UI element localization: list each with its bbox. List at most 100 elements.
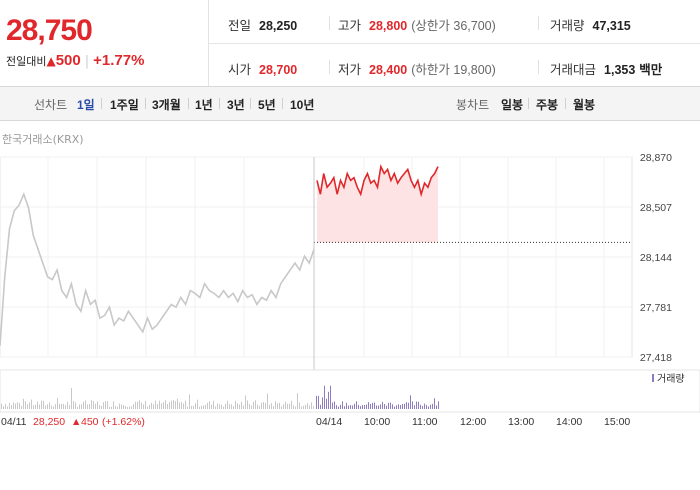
volume-bar [217,403,218,409]
volume-bar [420,404,421,409]
volume-bar [328,391,329,409]
volume-bar [354,403,355,409]
volume-bar [344,406,345,409]
volume-bar [167,404,168,409]
volume-bar [412,401,413,409]
volume-bar [121,404,122,409]
divider [208,43,700,44]
volume-bar [3,406,4,409]
volume-bar [115,405,116,409]
volume-bar [127,406,128,409]
volume-bar [185,400,186,409]
volume-bar [69,405,70,409]
y-tick-label: 27,781 [640,302,672,314]
volume-bar [390,402,391,409]
volume-legend-swatch [652,374,654,382]
horizontal-gridlines [0,156,632,358]
volume-bar [39,404,40,409]
volume-bar [241,401,242,409]
chart-period-tabs [0,86,700,121]
volume-bar [348,405,349,409]
stat-label: 고가 [338,19,362,33]
price-chart[interactable]: 28,870 28,507 28,144 27,781 27,418 거래량 04/11… [0,145,700,490]
volume-bar [277,403,278,409]
volume-bar [97,401,98,409]
volume-bar [123,404,124,409]
volume-bar [364,405,365,409]
volume-bar [23,398,24,409]
tab-1year[interactable]: 1년 [195,98,213,112]
volume-bar [63,403,64,409]
stat-value: 28,700 [259,63,298,77]
volume-bar [368,402,369,409]
volume-bar [356,401,357,409]
volume-bar [281,406,282,409]
volume-bar [219,404,220,409]
volume-bar [141,402,142,409]
exchange-label: 한국거래소(KRX) [2,133,84,146]
change-row: 전일대비▲500 | +1.77% [6,52,144,69]
tab-1day[interactable]: 1일 [77,98,95,112]
volume-bar [187,406,188,409]
stat-unit: 백만 [639,63,663,77]
volume-bar [93,400,94,409]
volume-bar [233,406,234,409]
stat-value: 28,800 [369,19,408,33]
volume-bar [229,404,230,409]
tab-5years[interactable]: 5년 [258,98,276,112]
volume-bar [285,401,286,409]
volume-bar [47,404,48,409]
divider [565,98,566,109]
volume-bar [193,405,194,409]
tab-daily-candle[interactable]: 일봉 [501,98,524,112]
volume-bar [135,401,136,409]
volume-bar [163,402,164,409]
volume-bar [342,401,343,409]
change-value: 500 [55,52,81,69]
candle-chart-caption: 봉차트 [456,98,490,112]
prev-day-percent: (+1.62%) [102,416,145,428]
volume-bar [261,402,262,409]
volume-bar [271,403,272,409]
volume-bar [372,402,373,409]
volume-bar [157,404,158,409]
volume-bar [231,404,232,409]
volume-bar [51,405,52,409]
volume-bar [131,406,132,409]
stat-label: 전일 [228,19,252,33]
divider [329,60,330,74]
volume-bar [382,401,383,409]
tab-3months[interactable]: 3개월 [152,98,181,112]
volume-bar [313,406,314,409]
tab-monthly-candle[interactable]: 월봉 [573,98,596,112]
volume-bar [402,404,403,409]
volume-bar [61,403,62,409]
tab-3years[interactable]: 3년 [227,98,245,112]
x-tick-label: 14:00 [556,416,582,428]
volume-bar [384,404,385,409]
volume-bar [173,400,174,409]
line-chart-caption: 선차트 [34,98,68,112]
volume-bar [191,405,192,409]
volume-bar [83,401,84,409]
tab-1week[interactable]: 1주일 [110,98,139,112]
volume-bar [41,400,42,409]
y-tick-label: 28,144 [640,252,672,264]
volume-bar [432,403,433,409]
volume-bar [392,404,393,409]
volume-bar [177,398,178,409]
volume-bar [406,402,407,409]
volume-bar [326,398,327,409]
volume-bar [165,400,166,409]
volume-bar [149,404,150,409]
divider [250,98,251,109]
tab-10years[interactable]: 10년 [290,98,315,112]
volume-bar [101,405,102,409]
volume-bar [199,406,200,409]
x-axis-labels: 04/11 04/14 10:00 11:00 12:00 13:00 14:00 15:00 [1,416,630,428]
volume-bar [169,402,170,409]
volume-bar [45,405,46,409]
volume-bar [85,400,86,409]
tab-weekly-candle[interactable]: 주봉 [536,98,559,112]
volume-bar [75,402,76,409]
